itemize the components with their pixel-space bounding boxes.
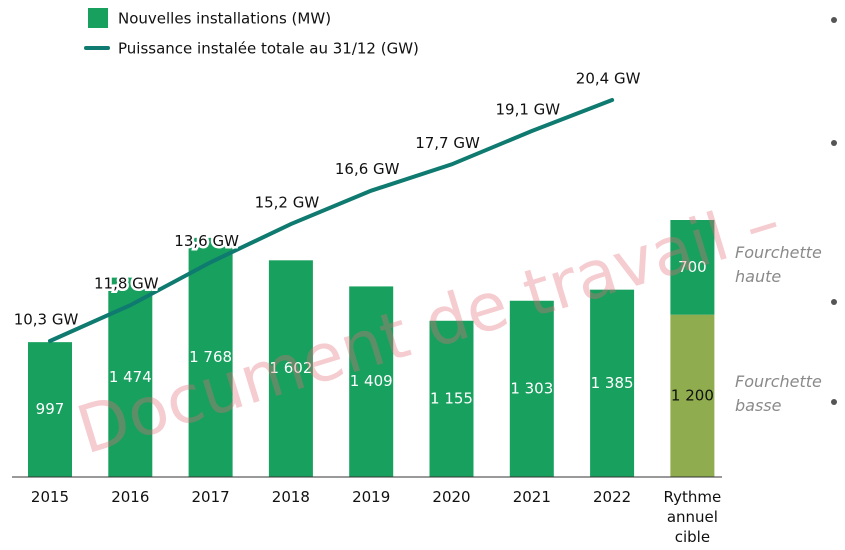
bar-label: 1 474 (109, 368, 152, 386)
bar (429, 320, 474, 477)
x-tick-label: 2019 (352, 488, 391, 506)
bar (28, 342, 72, 477)
bar (509, 300, 554, 477)
target-name: Fourchette haute (735, 243, 822, 287)
x-tick-label: 2016 (111, 488, 150, 506)
bar-label: 1 303 (510, 379, 553, 397)
line-label: 17,7 GW (415, 134, 480, 152)
bar-label: 1 409 (350, 372, 393, 390)
x-tick-label: 2021 (512, 488, 551, 506)
bar (349, 286, 394, 477)
bar-label: 1 385 (591, 374, 634, 392)
legend-label: Nouvelles installations (MW) (118, 10, 331, 28)
x-tick-label: 2018 (271, 488, 310, 506)
bar (268, 260, 313, 477)
bullet (831, 17, 837, 23)
bar-label: 997 (36, 400, 65, 418)
line (48, 98, 615, 343)
bar-label: 1 155 (430, 389, 473, 407)
line-label: 16,6 GW (335, 160, 400, 178)
bar (590, 289, 635, 477)
x-tick-label: 2015 (30, 488, 70, 506)
legend-label: Puissance instalée totale au 31/12 (GW) (118, 40, 419, 58)
target-bar (670, 314, 715, 477)
x-tick-label: 2022 (593, 488, 632, 506)
bar-label: 1 768 (189, 348, 232, 366)
target-bar (670, 220, 715, 315)
line-label: 13,6 GW (174, 232, 239, 250)
bullet (831, 399, 837, 405)
line-label: 10,3 GW (14, 311, 79, 329)
bullet (831, 140, 837, 146)
target-name: Fourchette basse (735, 371, 822, 415)
x-tick-label: 2020 (432, 488, 471, 506)
bar-label: 1 602 (269, 359, 312, 377)
line-label: 20,4 GW (576, 70, 641, 88)
bar (188, 237, 233, 477)
target-label: 700 (678, 258, 707, 276)
x-tick-label: 2017 (191, 488, 230, 506)
target-label: 1 200 (671, 386, 714, 404)
legend-swatch (88, 8, 108, 28)
bullet (831, 299, 837, 305)
line-label: 15,2 GW (255, 194, 320, 212)
line-label: 19,1 GW (495, 101, 560, 119)
line-label: 11,8 GW (94, 275, 159, 293)
x-tick-label: Rythme annuel cible (663, 488, 722, 546)
